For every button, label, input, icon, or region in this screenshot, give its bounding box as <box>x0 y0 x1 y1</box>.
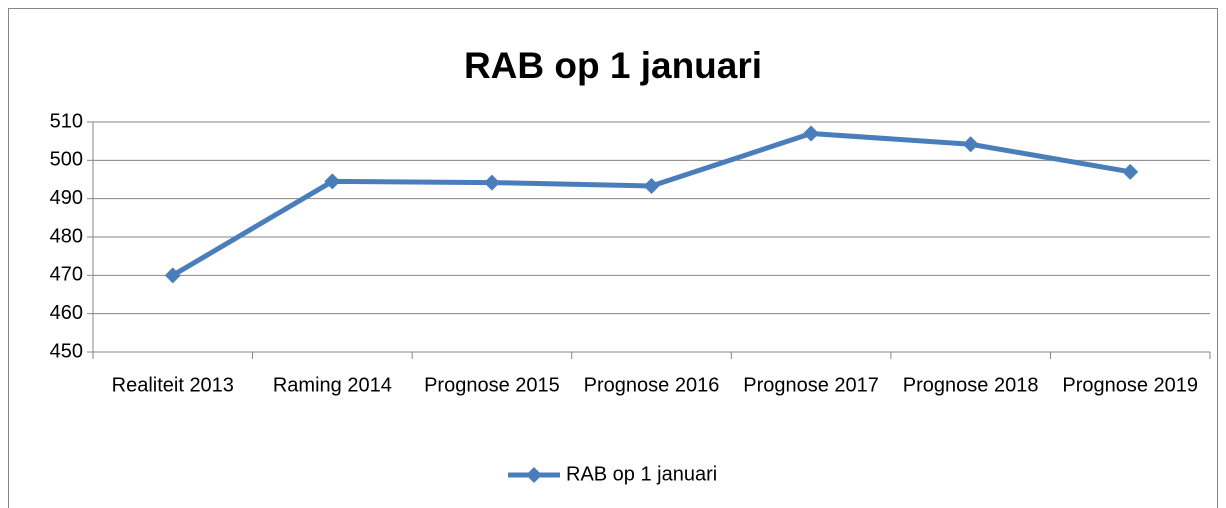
y-tick-label: 490 <box>50 187 83 209</box>
chart-border <box>8 8 1218 508</box>
chart-title: RAB op 1 januari <box>464 45 762 86</box>
x-tick-label: Prognose 2018 <box>903 374 1039 396</box>
data-point <box>164 267 181 284</box>
data-point <box>1122 163 1139 180</box>
data-point <box>483 174 500 191</box>
x-tick-label: Prognose 2015 <box>424 374 560 396</box>
y-tick-label: 510 <box>50 110 83 132</box>
y-tick-label: 460 <box>50 302 83 324</box>
x-tick-label: Raming 2014 <box>273 374 392 396</box>
x-tick-label: Realiteit 2013 <box>112 374 234 396</box>
y-tick-label: 480 <box>50 225 83 247</box>
data-point <box>643 178 660 195</box>
legend-marker <box>526 467 542 483</box>
x-tick-label: Prognose 2017 <box>743 374 879 396</box>
x-tick-label: Prognose 2019 <box>1062 374 1198 396</box>
data-point <box>324 173 341 190</box>
data-point <box>962 136 979 153</box>
legend-label: RAB op 1 januari <box>566 463 717 485</box>
y-tick-label: 500 <box>50 149 83 171</box>
data-point <box>803 125 820 142</box>
y-tick-label: 450 <box>50 340 83 362</box>
x-tick-label: Prognose 2016 <box>584 374 720 396</box>
y-tick-label: 470 <box>50 264 83 286</box>
